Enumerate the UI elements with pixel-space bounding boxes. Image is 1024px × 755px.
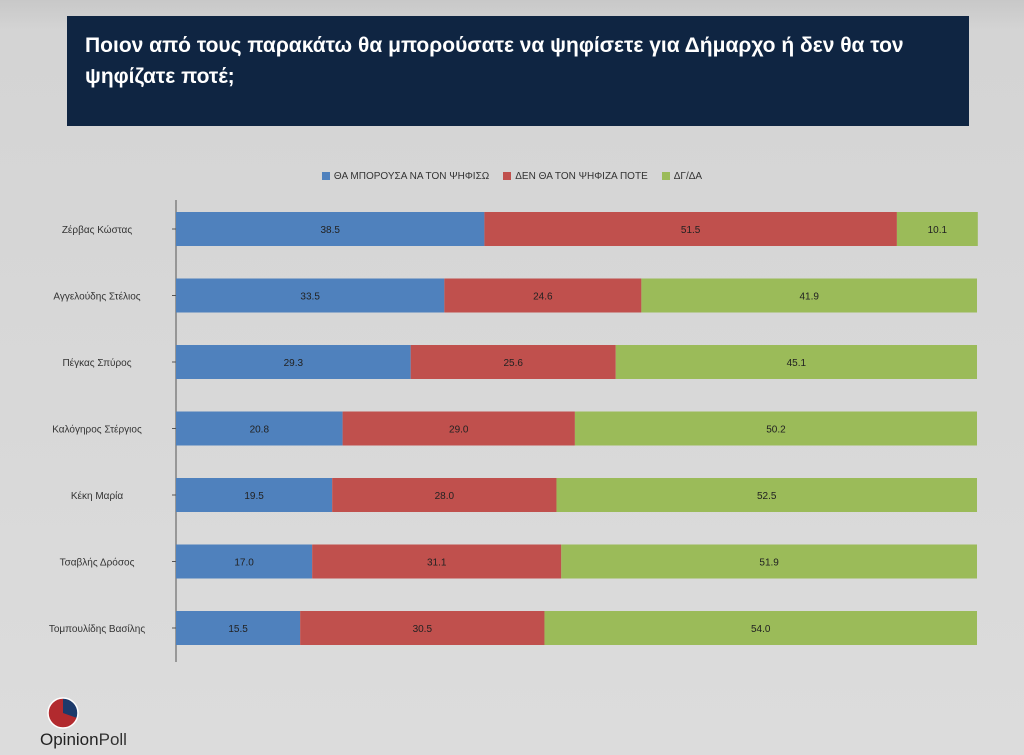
legend-label-2: ΔΓ/ΔΑ xyxy=(673,170,703,182)
legend-swatch-1 xyxy=(503,172,512,180)
bar-segment-0 xyxy=(176,478,333,512)
title-banner: Ποιον από τους παρακάτω θα μπορούσατε να… xyxy=(67,16,969,126)
legend-label-0: ΘΑ ΜΠΟΡΟΥΣΑ ΝΑ ΤΟΝ ΨΗΦΙΣΩ xyxy=(333,170,490,182)
legend-item-2: ΔΓ/ΔΑ xyxy=(661,170,703,182)
bar-segment-2 xyxy=(556,478,977,512)
bar-segment-2 xyxy=(544,611,977,645)
data-label: 28.0 xyxy=(435,491,455,502)
logo-wordmark: OpinionPoll xyxy=(40,730,127,750)
data-label: 51.9 xyxy=(759,558,779,569)
data-label: 38.5 xyxy=(320,225,340,236)
legend-item-1: ΔΕΝ ΘΑ ΤΟΝ ΨΗΦΙΖΑ ΠΟΤΕ xyxy=(503,171,648,182)
bar-segment-0 xyxy=(176,544,313,579)
bar-segment-1 xyxy=(332,478,557,512)
data-label: 45.1 xyxy=(787,358,807,369)
bar-segment-0 xyxy=(176,411,343,446)
data-label: 29.3 xyxy=(284,358,304,369)
bar-segment-1 xyxy=(312,544,562,579)
logo-word-opinion: Opinion xyxy=(40,730,99,749)
bar-segment-2 xyxy=(574,411,977,446)
data-label: 52.5 xyxy=(757,491,777,502)
data-label: 24.6 xyxy=(533,292,553,303)
data-label: 20.8 xyxy=(250,425,270,436)
legend-item-0: ΘΑ ΜΠΟΡΟΥΣΑ ΝΑ ΤΟΝ ΨΗΦΙΣΩ xyxy=(321,170,490,182)
data-label: 33.5 xyxy=(300,292,320,303)
legend-label-1: ΔΕΝ ΘΑ ΤΟΝ ΨΗΦΙΖΑ ΠΟΤΕ xyxy=(515,170,648,182)
chart-title: Ποιον από τους παρακάτω θα μπορούσατε να… xyxy=(85,34,904,88)
bar-segment-1 xyxy=(410,345,616,379)
category-label: Τσαβλής Δρόσος xyxy=(60,557,135,569)
bar-segment-2 xyxy=(896,212,978,246)
bar-segment-1 xyxy=(444,278,642,313)
data-label: 31.1 xyxy=(427,558,447,569)
data-label: 29.0 xyxy=(449,425,469,436)
logo-word-poll: Poll xyxy=(98,730,127,749)
bar-segment-0 xyxy=(176,278,445,313)
data-label: 54.0 xyxy=(751,624,771,635)
category-label: Κέκη Μαρία xyxy=(71,490,123,502)
legend-swatch-0 xyxy=(321,172,330,180)
bar-segment-2 xyxy=(641,278,977,313)
category-label: Τομπουλίδης Βασίλης xyxy=(49,623,145,635)
category-label: Ζέρβας Κώστας xyxy=(62,224,133,236)
data-label: 17.0 xyxy=(234,558,254,569)
category-label: Αγγελούδης Στέλιος xyxy=(53,291,140,303)
bar-segment-1 xyxy=(300,611,545,645)
category-label: Πέγκας Σπύρος xyxy=(62,357,131,369)
bar-segment-1 xyxy=(484,212,897,246)
data-label: 50.2 xyxy=(766,425,786,436)
opinionpoll-logo: OpinionPoll xyxy=(40,696,127,752)
bar-segment-0 xyxy=(176,212,485,246)
bar-segment-2 xyxy=(615,345,977,379)
bar-segment-1 xyxy=(342,411,575,446)
data-label: 51.5 xyxy=(681,225,701,236)
bar-segment-0 xyxy=(176,611,301,645)
data-label: 41.9 xyxy=(799,292,819,303)
data-label: 19.5 xyxy=(244,491,264,502)
legend-swatch-2 xyxy=(661,172,670,180)
data-label: 15.5 xyxy=(228,624,248,635)
logo-pie-icon xyxy=(47,697,79,729)
bar-segment-2 xyxy=(561,544,977,579)
data-label: 30.5 xyxy=(413,624,433,635)
legend: ΘΑ ΜΠΟΡΟΥΣΑ ΝΑ ΤΟΝ ΨΗΦΙΣΩ ΔΕΝ ΘΑ ΤΟΝ ΨΗΦΙ… xyxy=(0,168,1024,184)
data-label: 25.6 xyxy=(503,358,523,369)
data-label: 10.1 xyxy=(928,225,948,236)
category-label: Καλόγηρος Στέργιος xyxy=(52,424,142,436)
bar-segment-0 xyxy=(176,345,411,379)
